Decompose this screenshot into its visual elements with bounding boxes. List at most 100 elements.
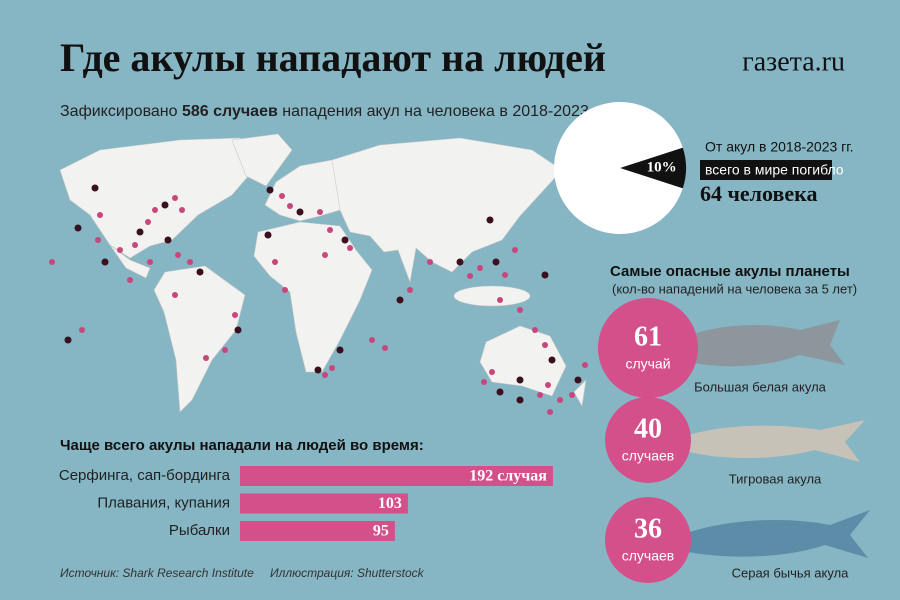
source: Источник: Shark Research Institute: [60, 566, 254, 580]
attack-dot: [547, 409, 553, 415]
attack-dot: [574, 376, 582, 384]
attack-dot: [322, 372, 328, 378]
attack-dot: [456, 258, 464, 266]
summary-text: Зафиксировано: [60, 103, 182, 120]
attack-dot: [272, 259, 278, 265]
indonesia: [453, 285, 531, 307]
attack-dot: [502, 272, 508, 278]
attack-dot: [287, 203, 293, 209]
annotation: всего в мире погибло: [705, 162, 844, 178]
north-america: [59, 137, 263, 259]
attack-dot: [407, 287, 413, 293]
attack-dot: [232, 312, 238, 318]
attack-dot: [532, 327, 538, 333]
attack-dot: [49, 259, 55, 265]
attack-dot: [557, 397, 563, 403]
attack-dot: [548, 356, 556, 364]
bar: [240, 521, 395, 541]
attack-dot: [569, 392, 575, 398]
attack-count: 40: [634, 413, 662, 444]
attack-dot: [222, 347, 228, 353]
attack-dot: [327, 227, 333, 233]
attack-dot: [516, 376, 524, 384]
annotation-box: [700, 160, 832, 180]
shark-name: Тигровая акула: [729, 471, 822, 486]
attack-dot: [541, 271, 549, 279]
central-america: [109, 244, 151, 279]
attack-dot: [132, 242, 138, 248]
attack-dot: [427, 259, 433, 265]
attack-dots: [49, 184, 588, 415]
south-america: [153, 265, 246, 413]
attack-unit: случаев: [622, 548, 674, 564]
attack-dot: [481, 379, 487, 385]
attack-dot: [296, 208, 304, 216]
attack-dot: [317, 209, 323, 215]
attack-dot: [369, 337, 375, 343]
attack-dot: [161, 201, 169, 209]
attack-dot: [264, 231, 272, 239]
attack-dot: [266, 186, 274, 194]
attack-dot: [95, 237, 101, 243]
title: Где акулы нападают на людей: [60, 35, 606, 80]
logo: газета.ru: [742, 46, 845, 77]
attack-dot: [117, 247, 123, 253]
attack-circle: [598, 298, 698, 398]
attack-dot: [492, 258, 500, 266]
attack-dot: [164, 236, 172, 244]
attack-dot: [497, 297, 503, 303]
attack-dot: [496, 388, 504, 396]
circles-subtitle: (кол-во нападений на человека за 5 лет): [612, 281, 857, 296]
attack-dot: [322, 252, 328, 258]
africa: [253, 221, 373, 373]
illustration-credit: Иллюстрация: Shutterstock: [270, 566, 425, 580]
attack-dot: [282, 287, 288, 293]
asia: [331, 137, 563, 284]
attack-count: 61: [634, 321, 662, 352]
attack-dot: [234, 326, 242, 334]
attack-dot: [179, 207, 185, 213]
attack-dot: [74, 224, 82, 232]
attack-dot: [172, 195, 178, 201]
shark-illustrations: [670, 320, 870, 558]
attack-dot: [127, 277, 133, 283]
greenland: [231, 133, 293, 187]
attack-dot: [542, 342, 548, 348]
attack-dot: [196, 268, 204, 276]
attack-dot: [329, 365, 335, 371]
annotation: От акул в 2018-2023 гг.: [705, 139, 854, 155]
attack-dot: [341, 236, 349, 244]
attack-unit: случаев: [622, 448, 674, 464]
attack-dot: [336, 346, 344, 354]
attack-dot: [97, 212, 103, 218]
bar-value-label: 95: [373, 523, 389, 540]
bar-chart-title: Чаще всего акулы нападали на людей во вр…: [60, 437, 424, 454]
attack-dot: [512, 247, 518, 253]
attack-dot: [347, 245, 353, 251]
summary-text: нападения акул на человека в 2018-2023 г…: [278, 103, 608, 120]
attack-dot: [545, 382, 551, 388]
summary: Зафиксировано 586 случаев нападения акул…: [60, 103, 607, 120]
tiger-shark: [675, 420, 865, 462]
circles-title: Самые опасные акулы планеты: [610, 263, 850, 280]
attack-dot: [91, 184, 99, 192]
attack-dot: [64, 336, 72, 344]
pie-slice: [620, 147, 686, 189]
attack-dot: [203, 355, 209, 361]
attack-dot: [467, 273, 473, 279]
attack-dot: [516, 396, 524, 404]
attack-dot: [172, 292, 178, 298]
shark-name: Большая белая акула: [694, 379, 827, 394]
great-white-shark: [670, 320, 845, 367]
bar-value-label: 192 случая: [469, 468, 547, 485]
bar: [240, 466, 553, 486]
attack-dot: [147, 259, 153, 265]
bar: [240, 493, 408, 514]
attack-dot: [537, 392, 543, 398]
attack-dot: [489, 369, 495, 375]
bar-value-label: 103: [378, 495, 402, 512]
attack-dot: [517, 307, 523, 313]
category-label: Рыбалки: [169, 522, 230, 539]
